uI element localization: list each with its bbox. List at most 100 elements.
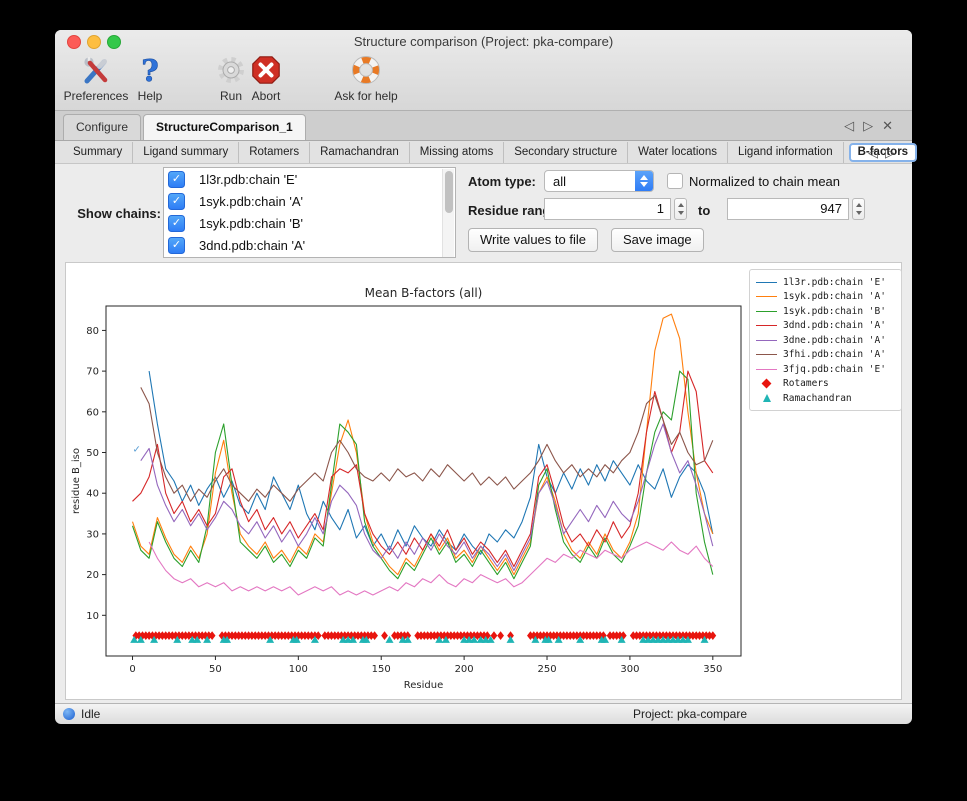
legend-entry: 3dnd.pdb:chain 'A' bbox=[756, 319, 897, 334]
range-from-stepper[interactable] bbox=[674, 198, 687, 220]
svg-text:Mean B-factors (all): Mean B-factors (all) bbox=[365, 286, 483, 300]
chart-legend: 1l3r.pdb:chain 'E' 1syk.pdb:chain 'A' 1syk… bbox=[749, 269, 902, 411]
chain-checkbox[interactable]: ✓ bbox=[168, 236, 185, 254]
subtab-back-icon[interactable]: ◁ bbox=[868, 145, 885, 160]
subtab-rotamers[interactable]: Rotamers bbox=[239, 141, 311, 163]
legend-marker-swatch bbox=[756, 378, 777, 389]
svg-text:200: 200 bbox=[455, 664, 474, 675]
legend-label: Rotamers bbox=[783, 378, 829, 390]
subtab-summary[interactable]: Summary bbox=[63, 141, 134, 163]
subtab-water-locations[interactable]: Water locations bbox=[628, 141, 728, 163]
chain-list-item[interactable]: ✓ 1syk.pdb:chain 'B' bbox=[164, 212, 455, 234]
tab-structurecomparison_1[interactable]: StructureComparison_1 bbox=[143, 114, 306, 140]
chain-list-item[interactable]: ✓ 3dnd.pdb:chain 'A' bbox=[164, 234, 455, 256]
legend-line-swatch bbox=[756, 325, 777, 327]
ask-for-help-button[interactable]: Ask for help bbox=[320, 54, 412, 103]
close-window-button[interactable] bbox=[67, 35, 81, 49]
save-image-button[interactable]: Save image bbox=[611, 228, 704, 252]
subtab-ramachandran[interactable]: Ramachandran bbox=[310, 141, 410, 163]
chain-label: 1syk.pdb:chain 'B' bbox=[199, 215, 303, 231]
svg-text:10: 10 bbox=[86, 611, 99, 622]
legend-entry: 1syk.pdb:chain 'B' bbox=[756, 304, 897, 319]
chain-checkbox[interactable]: ✓ bbox=[168, 214, 185, 232]
toolbar-item-label: Help bbox=[137, 89, 163, 103]
tools-icon bbox=[84, 57, 108, 84]
range-from-input[interactable]: 1 bbox=[544, 198, 671, 220]
subtab-forward-icon[interactable]: ▷ bbox=[885, 145, 902, 160]
legend-label: 1syk.pdb:chain 'B' bbox=[783, 305, 886, 317]
legend-label: 3fjq.pdb:chain 'E' bbox=[783, 363, 886, 375]
write-values-button[interactable]: Write values to file bbox=[468, 228, 598, 252]
legend-entry: 1l3r.pdb:chain 'E' bbox=[756, 275, 897, 290]
chain-checkbox[interactable]: ✓ bbox=[168, 192, 185, 210]
svg-text:30: 30 bbox=[86, 529, 99, 540]
svg-text:150: 150 bbox=[372, 664, 391, 675]
svg-text:80: 80 bbox=[86, 326, 99, 337]
title-bar[interactable]: Structure comparison (Project: pka-compa… bbox=[55, 30, 912, 52]
subtab-secondary-structure[interactable]: Secondary structure bbox=[504, 141, 629, 163]
legend-line-swatch bbox=[756, 281, 777, 283]
abort-icon bbox=[252, 56, 280, 84]
legend-entry: 1syk.pdb:chain 'A' bbox=[756, 290, 897, 305]
toolbar-item-label: Preferences bbox=[63, 89, 129, 103]
status-text: Idle bbox=[81, 707, 101, 721]
abort-button[interactable]: Abort bbox=[241, 54, 291, 103]
chain-label: 1syk.pdb:chain 'A' bbox=[199, 193, 303, 209]
subtab-ligand-information[interactable]: Ligand information bbox=[728, 141, 844, 163]
app-window: Structure comparison (Project: pka-compa… bbox=[55, 30, 918, 724]
svg-text:✓: ✓ bbox=[133, 445, 141, 456]
legend-entry: Ramachandran bbox=[756, 391, 897, 406]
legend-line-swatch bbox=[756, 368, 777, 370]
legend-entry: 3dne.pdb:chain 'A' bbox=[756, 333, 897, 348]
atom-type-value: all bbox=[553, 174, 567, 189]
subtab-missing-atoms[interactable]: Missing atoms bbox=[410, 141, 505, 163]
chain-list-scrollbar[interactable] bbox=[442, 169, 454, 257]
help-button[interactable]: ? Help bbox=[125, 54, 175, 103]
legend-entry: 3fhi.pdb:chain 'A' bbox=[756, 348, 897, 363]
scrollbar-thumb[interactable] bbox=[444, 171, 453, 213]
legend-line-swatch bbox=[756, 296, 777, 298]
svg-text:20: 20 bbox=[86, 570, 99, 581]
legend-line-swatch bbox=[756, 354, 777, 356]
svg-text:60: 60 bbox=[86, 407, 99, 418]
tab-back-icon[interactable]: ◁ bbox=[844, 118, 864, 133]
tab-close-icon[interactable]: ✕ bbox=[882, 118, 902, 133]
run-button[interactable]: Run bbox=[209, 54, 253, 103]
chain-list[interactable]: ✓ 1l3r.pdb:chain 'E' ✓ 1syk.pdb:chain 'A' ✓ 1… bbox=[163, 167, 456, 258]
atom-type-select[interactable]: all bbox=[544, 170, 654, 192]
chart-panel: 0 50 100 150 200 250 300 350 10 20 30 40 50 60 70 80 Mea… bbox=[65, 262, 902, 700]
help-icon: ? bbox=[141, 54, 159, 88]
subtab-ligand-summary[interactable]: Ligand summary bbox=[133, 141, 240, 163]
legend-entry: 3fjq.pdb:chain 'E' bbox=[756, 362, 897, 377]
chain-label: 1l3r.pdb:chain 'E' bbox=[199, 171, 298, 187]
residue-range-label: Residue range: bbox=[468, 203, 562, 218]
range-to-label: to bbox=[698, 203, 711, 218]
toolbar-item-label: Run bbox=[219, 89, 242, 103]
tab-forward-icon[interactable]: ▷ bbox=[863, 118, 883, 133]
window-title: Structure comparison (Project: pka-compa… bbox=[353, 34, 614, 49]
range-to-stepper[interactable] bbox=[852, 198, 865, 220]
chain-checkbox[interactable]: ✓ bbox=[168, 170, 185, 188]
chain-list-item[interactable]: ✓ 1syk.pdb:chain 'A' bbox=[164, 190, 455, 212]
status-bar: Idle Project: pka-compare bbox=[55, 703, 912, 724]
subtab-b-factors[interactable]: B-factors bbox=[848, 142, 918, 162]
svg-text:50: 50 bbox=[209, 664, 222, 675]
svg-text:350: 350 bbox=[703, 664, 722, 675]
project-label: Project: pka-compare bbox=[632, 707, 747, 721]
normalized-checkbox[interactable] bbox=[667, 173, 683, 189]
legend-label: 1l3r.pdb:chain 'E' bbox=[783, 276, 886, 288]
chain-label: 3dnd.pdb:chain 'A' bbox=[199, 237, 306, 253]
zoom-window-button[interactable] bbox=[107, 35, 121, 49]
minimize-window-button[interactable] bbox=[87, 35, 101, 49]
legend-line-swatch bbox=[756, 310, 777, 312]
svg-text:100: 100 bbox=[289, 664, 308, 675]
preferences-button[interactable]: Preferences bbox=[57, 54, 135, 103]
status-indicator-icon bbox=[63, 708, 75, 720]
legend-label: 1syk.pdb:chain 'A' bbox=[783, 291, 886, 303]
range-to-input[interactable]: 947 bbox=[727, 198, 849, 220]
tab-configure[interactable]: Configure bbox=[63, 114, 142, 140]
legend-entry: Rotamers bbox=[756, 377, 897, 392]
legend-line-swatch bbox=[756, 339, 777, 341]
normalized-label: Normalized to chain mean bbox=[689, 174, 841, 189]
chain-list-item[interactable]: ✓ 1l3r.pdb:chain 'E' bbox=[164, 168, 455, 190]
